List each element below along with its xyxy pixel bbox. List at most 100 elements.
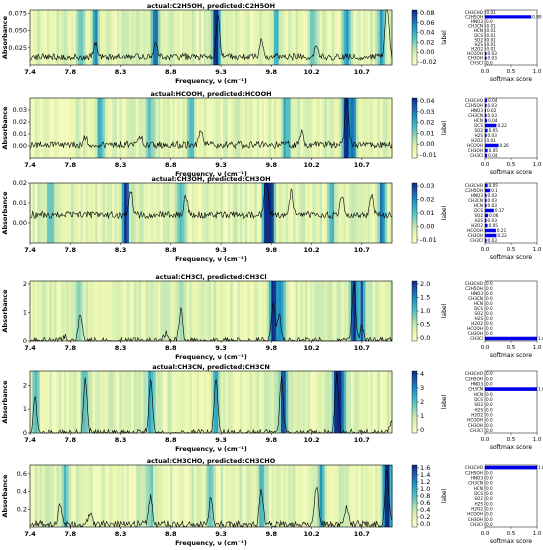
heatmap-stripe — [95, 465, 99, 527]
heatmap-stripe — [360, 371, 364, 433]
heatmap-stripe — [165, 10, 169, 65]
bar-y-axis-label: label — [441, 120, 448, 135]
heatmap-stripe — [119, 98, 123, 158]
colorbar-segment — [412, 202, 417, 205]
colorbar-segment — [412, 315, 417, 318]
colorbar-segment — [412, 312, 417, 315]
heatmap-stripe — [355, 98, 359, 158]
heatmap-stripe — [288, 465, 292, 527]
colorbar-segment — [412, 465, 417, 468]
heatmap-stripe — [283, 465, 287, 527]
colorbar-segment — [412, 494, 417, 497]
heatmap-stripe — [225, 183, 229, 243]
heatmap-stripe — [358, 281, 362, 341]
heatmap-stripe — [201, 98, 205, 158]
colorbar-segment — [412, 469, 417, 472]
heatmap-stripe — [92, 371, 96, 433]
bar-value-label: 0.03 — [488, 198, 498, 203]
heatmap-stripe — [305, 183, 309, 243]
heatmap-stripe — [235, 281, 239, 341]
heatmap-stripe — [126, 465, 130, 527]
heatmap-stripe — [353, 183, 357, 243]
heatmap-stripe — [63, 281, 67, 341]
heatmap-stripe — [39, 281, 43, 341]
heatmap-stripe — [56, 281, 60, 341]
heatmap-stripe — [271, 371, 275, 433]
softmax-bar — [485, 123, 497, 128]
x-tick-label: 10.7 — [354, 161, 370, 169]
heatmap-stripe — [326, 183, 330, 243]
colorbar-segment — [412, 330, 417, 333]
heatmap-stripe — [297, 10, 301, 65]
bar-category-label: H2O2 — [471, 321, 483, 326]
colorbar-segment — [412, 11, 417, 14]
heatmap-stripe — [208, 98, 212, 158]
heatmap-stripe — [109, 371, 113, 433]
heatmap-stripe — [235, 98, 239, 158]
bar-value-label: 0.02 — [487, 108, 497, 113]
colorbar-segment — [412, 326, 417, 328]
colorbar-frame — [411, 9, 418, 66]
heatmap-stripe — [382, 10, 386, 65]
heatmap-stripe — [54, 183, 58, 243]
heatmap-stripe — [237, 98, 241, 158]
heatmap-stripe — [114, 281, 118, 341]
heatmap-stripe — [280, 183, 284, 243]
heatmap-stripe — [150, 465, 154, 527]
heatmap-stripe — [30, 10, 34, 65]
heatmap-stripe — [49, 465, 53, 527]
x-tick-label: 8.8 — [165, 344, 177, 352]
colorbar-segment — [412, 412, 417, 415]
heatmap-stripe — [51, 98, 55, 158]
bar-frame — [484, 464, 538, 528]
x-tick-label: 8.3 — [115, 344, 127, 352]
heatmap-stripe — [169, 10, 173, 65]
colorbar-segment — [412, 27, 417, 30]
colorbar-segment — [412, 499, 417, 502]
colorbar-tick-label: 0.04 — [420, 97, 434, 105]
heatmap-stripe — [379, 183, 383, 243]
softmax-bar — [485, 223, 488, 228]
colorbar-tick-label: 0.8 — [420, 492, 430, 500]
colorbar-segment — [412, 117, 417, 120]
heatmap-stripe — [143, 465, 147, 527]
heatmap-stripe — [266, 371, 270, 433]
heatmap-stripe — [208, 10, 212, 65]
heatmap-stripe — [155, 371, 159, 433]
heatmap-stripe — [155, 281, 159, 341]
colorbar-segment — [412, 406, 417, 409]
colorbar-segment — [412, 398, 417, 401]
heatmap-stripe — [370, 465, 374, 527]
heatmap-stripe — [256, 465, 260, 527]
heatmap-stripe — [230, 465, 234, 527]
heatmap-stripe — [242, 98, 246, 158]
heatmap-stripe — [271, 98, 275, 158]
bar-value-label: 0.03 — [488, 193, 498, 198]
heatmap-stripe — [68, 10, 72, 65]
heatmap-stripe — [302, 371, 306, 433]
softmax-bar-chart: CH3CHO 0.04 C2H5OH 0.03 HNO3 0.02 CH3CN 0.03 HCN… — [441, 97, 542, 176]
heatmap-stripe — [186, 465, 190, 527]
bar-category-label: H2O2 — [471, 223, 483, 228]
bar-value-label: 0.0 — [486, 407, 493, 412]
heatmap-stripe — [343, 10, 347, 65]
heatmap-stripe — [227, 281, 231, 341]
bar-value-label: 0.0 — [486, 397, 493, 402]
heatmap-stripe — [44, 465, 48, 527]
colorbar-segment — [412, 318, 417, 321]
bar-category-label: HCN — [474, 28, 483, 33]
bar-category-label: DCS — [474, 491, 483, 496]
heatmap-stripe — [252, 371, 256, 433]
bar-value-label: 1.0 — [538, 465, 543, 470]
colorbar-segment — [412, 156, 417, 159]
heatmap-stripe — [196, 183, 200, 243]
bar-category-label: DCS — [474, 208, 483, 213]
colorbar-segment — [412, 220, 417, 223]
heatmap-stripe — [215, 465, 219, 527]
heatmap-stripe — [384, 98, 388, 158]
heatmap-stripe — [322, 465, 326, 527]
heatmap-stripe — [30, 281, 34, 341]
bar-category-label: CH3OH — [468, 423, 483, 428]
heatmap-stripe — [266, 98, 270, 158]
heatmap-stripe — [341, 98, 345, 158]
